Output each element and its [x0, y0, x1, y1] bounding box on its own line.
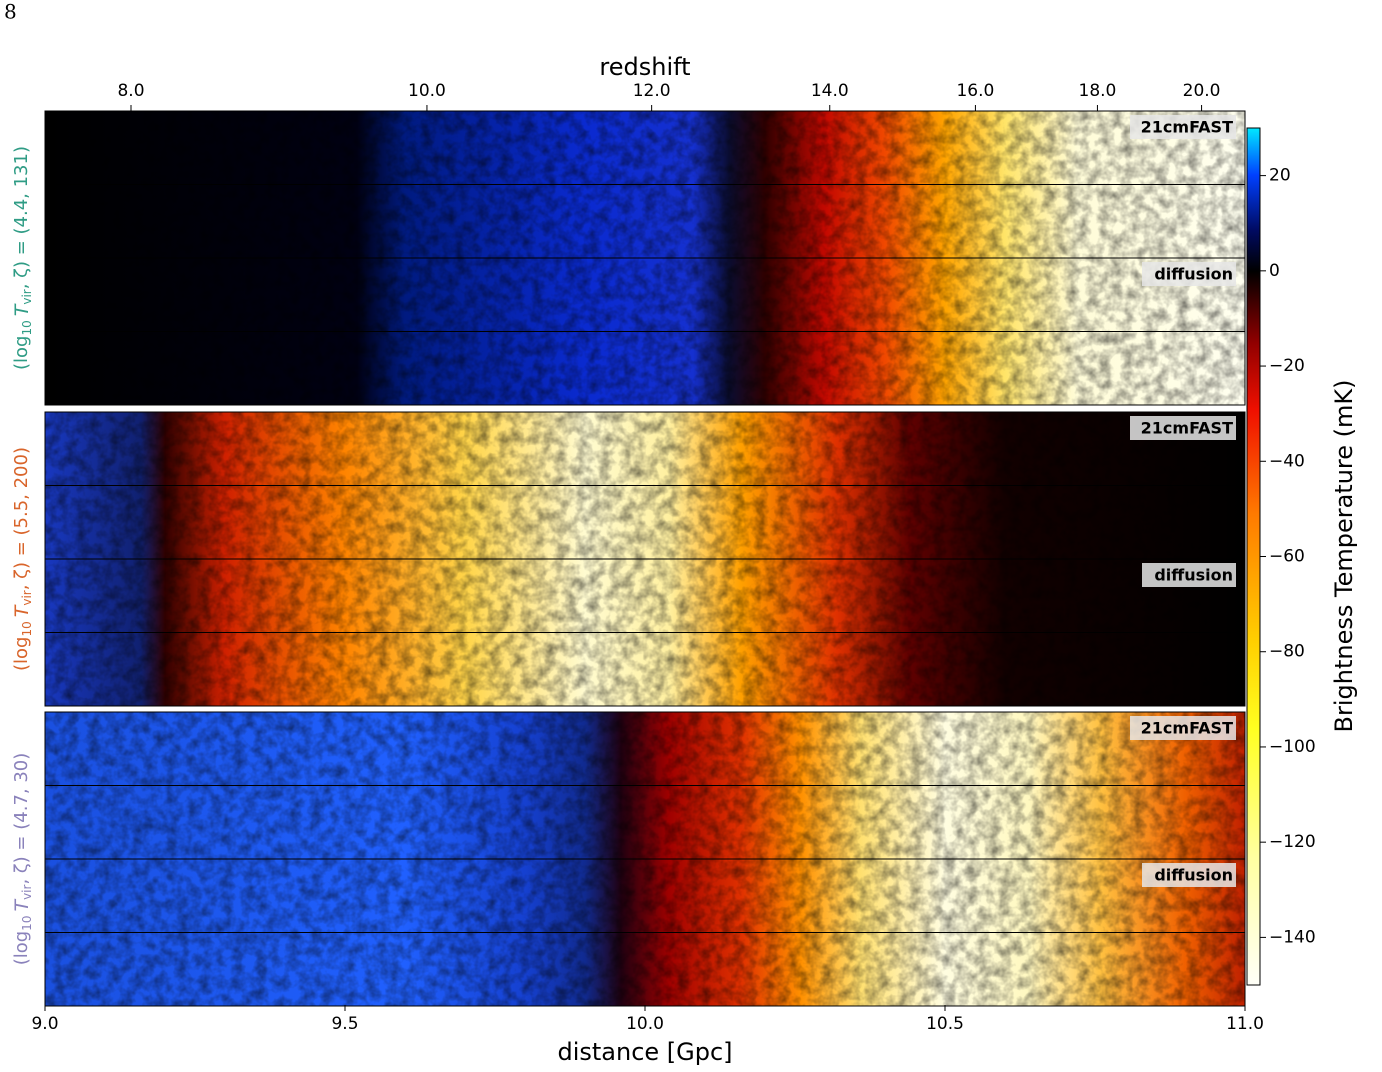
top-tick-label: 14.0: [811, 81, 849, 101]
x-tick-label: 11.0: [1226, 1014, 1264, 1034]
colorbar-tick-label: 20: [1269, 166, 1291, 186]
tag: 21cmFAST: [1141, 419, 1233, 438]
colorbar-label: Brightness Temperature (mK): [1330, 380, 1358, 733]
panel-label-part: 10: [20, 621, 34, 636]
panel-label-part: (log: [11, 336, 32, 370]
top-axis-label: redshift: [599, 53, 690, 81]
colorbar-tick-label: −60: [1269, 547, 1305, 567]
tag: diffusion: [1154, 265, 1233, 284]
panels: 21cmFAST diffusion 21cmFAST diffusion 21cmFA…: [44, 110, 1246, 1007]
top-tick-label: 20.0: [1183, 81, 1221, 101]
panel-label-part: , ζ) =: [11, 830, 32, 885]
x-tick-label: 10.5: [926, 1014, 964, 1034]
bottom-axis-label: distance [Gpc]: [557, 1038, 732, 1066]
tag-box: [1142, 563, 1236, 587]
panel-label-part: , ζ) =: [11, 234, 32, 289]
page-number: 8: [4, 0, 17, 24]
tag-box: [1142, 863, 1236, 887]
panel-label: (log10 Tvir, ζ) = (4.7, 30): [11, 753, 34, 966]
tag: 21cmFAST: [1141, 719, 1233, 738]
top-tick-label: 18.0: [1079, 81, 1117, 101]
colorbar-tick-label: −100: [1269, 737, 1316, 757]
panel-label-part: T: [11, 604, 33, 617]
panel-label-part: T: [11, 899, 33, 912]
tag: diffusion: [1154, 566, 1233, 585]
x-tick-label: 9.0: [31, 1014, 58, 1034]
x-tick-label: 9.5: [331, 1014, 358, 1034]
top-tick-label: 16.0: [956, 81, 994, 101]
x-tick-label: 10.0: [626, 1014, 664, 1034]
tag-box: [1130, 416, 1236, 440]
colorbar-tick-label: −40: [1269, 451, 1305, 471]
colorbar-tick-label: 0: [1269, 261, 1280, 281]
panel-params: (4.7, 30): [11, 753, 32, 830]
panel-label-part: (log: [11, 931, 32, 965]
tag-box: [1130, 716, 1236, 740]
top-tick-label: 12.0: [633, 81, 671, 101]
panel-params: (5.5, 200): [11, 447, 32, 535]
panel-label: (log10 Tvir, ζ) = (5.5, 200): [11, 447, 34, 671]
panel-label-part: vir: [20, 884, 34, 899]
tag-box: [1130, 115, 1236, 139]
top-tick-label: 10.0: [408, 81, 446, 101]
panel-frame: [44, 411, 1246, 707]
panel-label-part: 10: [20, 916, 34, 931]
colorbar: [1246, 127, 1261, 986]
panel-label-part: , ζ) =: [11, 535, 32, 590]
tag: diffusion: [1154, 866, 1233, 885]
panel-label-part: T: [11, 303, 33, 316]
panel-label-part: vir: [20, 289, 34, 304]
colorbar-tick-label: −140: [1269, 927, 1316, 947]
top-tick-label: 8.0: [117, 81, 144, 101]
panel-label-part: vir: [20, 590, 34, 605]
colorbar-tick-label: −120: [1269, 832, 1316, 852]
colorbar-tick-label: −20: [1269, 356, 1305, 376]
panel-label: (log10 Tvir, ζ) = (4.4, 131): [11, 146, 34, 370]
panel-label-part: 10: [20, 320, 34, 335]
tag-box: [1142, 262, 1236, 286]
panel-params: (4.4, 131): [11, 146, 32, 234]
colorbar-tick-label: −80: [1269, 642, 1305, 662]
panel-frame: [44, 110, 1246, 406]
panel-label-part: (log: [11, 637, 32, 671]
tag: 21cmFAST: [1141, 118, 1233, 137]
